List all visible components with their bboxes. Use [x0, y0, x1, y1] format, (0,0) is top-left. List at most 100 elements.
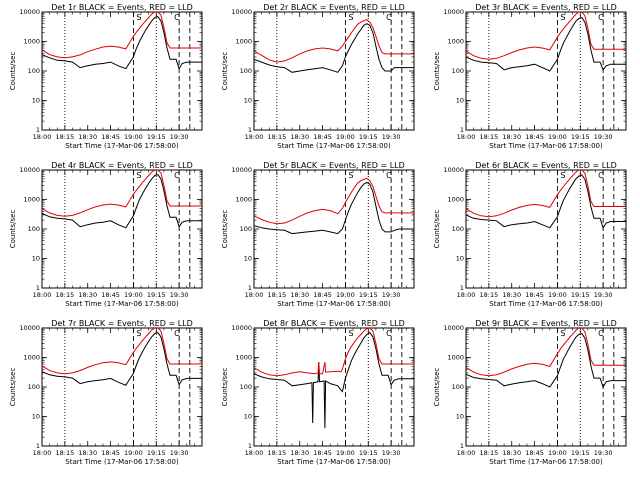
plot-frame	[253, 327, 415, 447]
marker-s: S	[560, 13, 565, 22]
x-axis-label: Start Time (17-Mar-06 17:58:00)	[277, 142, 391, 150]
x-axis-label: Start Time (17-Mar-06 17:58:00)	[65, 300, 179, 308]
panel-title: Det 3r BLACK = Events, RED = LLD	[475, 3, 617, 12]
panel-title: Det 4r BLACK = Events, RED = LLD	[51, 161, 193, 170]
x-tick-label: 19:00	[336, 449, 355, 457]
x-tick-label: 18:30	[502, 449, 521, 457]
x-tick-label: 18:45	[101, 133, 120, 141]
x-tick-label: 18:00	[457, 449, 476, 457]
series-group	[254, 328, 414, 429]
x-tick-label: 18:30	[78, 449, 97, 457]
panel-title: Det 9r BLACK = Events, RED = LLD	[475, 319, 617, 328]
marker-c: C	[598, 171, 604, 180]
events-series-line	[42, 174, 202, 229]
x-tick-label: 19:15	[359, 449, 378, 457]
panel-8: Det 8r BLACK = Events, RED = LLD 1 10 100 10…	[221, 319, 415, 466]
y-axis-label: Counts/sec	[9, 52, 17, 91]
y-tick-label: 10000	[231, 166, 252, 174]
x-tick-label: 18:45	[525, 449, 544, 457]
plot-frame	[41, 169, 203, 289]
y-tick-label: 1	[36, 126, 40, 134]
series-group	[466, 170, 626, 229]
lld-series-line	[42, 12, 202, 59]
y-tick-label: 10000	[443, 324, 464, 332]
y-axis-label: Counts/sec	[9, 368, 17, 407]
plot-frame	[465, 169, 627, 289]
y-tick-label: 1	[248, 126, 252, 134]
y-tick-label: 10000	[19, 324, 40, 332]
panel-3: Det 3r BLACK = Events, RED = LLD 1 10 100 10…	[433, 3, 627, 150]
y-tick-label: 10	[244, 255, 252, 263]
marker-s: S	[136, 171, 141, 180]
y-tick-label: 100	[28, 225, 40, 233]
x-tick-label: 19:15	[359, 291, 378, 299]
y-tick-label: 1	[460, 442, 464, 450]
x-tick-label: 18:00	[457, 133, 476, 141]
events-series-line	[466, 174, 626, 229]
y-tick-label: 1000	[23, 354, 40, 362]
x-tick-label: 19:30	[594, 449, 613, 457]
x-tick-label: 19:00	[336, 291, 355, 299]
y-tick-label: 1000	[235, 354, 252, 362]
x-tick-label: 18:45	[313, 449, 332, 457]
plot-frame	[41, 327, 203, 447]
x-tick-label: 18:15	[479, 449, 498, 457]
x-tick-label: 19:30	[382, 449, 401, 457]
lld-series-line	[466, 328, 626, 377]
events-series-line	[466, 16, 626, 72]
x-tick-label: 18:15	[267, 291, 286, 299]
panel-title: Det 8r BLACK = Events, RED = LLD	[263, 319, 405, 328]
x-tick-label: 18:30	[78, 133, 97, 141]
y-tick-label: 1000	[23, 38, 40, 46]
y-tick-label: 100	[452, 67, 464, 75]
x-axis-label: Start Time (17-Mar-06 17:58:00)	[489, 458, 603, 466]
panel-2: Det 2r BLACK = Events, RED = LLD 1 10 100 10…	[221, 3, 415, 150]
marker-s: S	[348, 13, 353, 22]
x-tick-label: 18:00	[457, 291, 476, 299]
series-group	[42, 12, 202, 70]
x-tick-label: 19:00	[548, 291, 567, 299]
y-tick-label: 1	[460, 284, 464, 292]
plot-frame	[465, 11, 627, 131]
lld-series-line	[466, 170, 626, 218]
x-tick-label: 19:00	[124, 291, 143, 299]
y-tick-label: 1	[36, 284, 40, 292]
y-tick-label: 10	[456, 255, 464, 263]
y-axis-label: Counts/sec	[433, 368, 441, 407]
x-tick-label: 18:30	[290, 291, 309, 299]
x-axis-label: Start Time (17-Mar-06 17:58:00)	[489, 300, 603, 308]
plot-frame	[465, 327, 627, 447]
marker-c: C	[386, 171, 392, 180]
y-axis-label: Counts/sec	[9, 210, 17, 249]
y-tick-label: 10000	[19, 166, 40, 174]
events-series-line	[42, 332, 202, 386]
y-axis-label: Counts/sec	[433, 52, 441, 91]
panel-9: Det 9r BLACK = Events, RED = LLD 1 10 100 10…	[433, 319, 627, 466]
x-tick-label: 19:00	[336, 133, 355, 141]
y-tick-label: 100	[452, 383, 464, 391]
panel-7: Det 7r BLACK = Events, RED = LLD 1 10 100 10…	[9, 319, 203, 466]
x-tick-label: 19:15	[147, 449, 166, 457]
x-axis-label: Start Time (17-Mar-06 17:58:00)	[277, 458, 391, 466]
x-axis-label: Start Time (17-Mar-06 17:58:00)	[489, 142, 603, 150]
y-tick-label: 10	[456, 97, 464, 105]
x-tick-label: 18:30	[290, 133, 309, 141]
y-axis-label: Counts/sec	[433, 210, 441, 249]
x-tick-label: 19:15	[147, 291, 166, 299]
lld-series-line	[42, 170, 202, 217]
y-tick-label: 100	[240, 225, 252, 233]
panel-1: Det 1r BLACK = Events, RED = LLD 1 10 100 10…	[9, 3, 203, 150]
y-tick-label: 100	[240, 67, 252, 75]
y-tick-label: 10	[244, 413, 252, 421]
y-tick-label: 10	[32, 97, 40, 105]
x-tick-label: 18:15	[55, 133, 74, 141]
y-axis-label: Counts/sec	[221, 52, 229, 91]
y-tick-label: 10	[32, 413, 40, 421]
x-tick-label: 19:30	[594, 133, 613, 141]
y-tick-label: 1000	[23, 196, 40, 204]
y-axis-label: Counts/sec	[221, 368, 229, 407]
x-tick-label: 18:15	[267, 449, 286, 457]
y-tick-label: 10000	[443, 8, 464, 16]
x-tick-label: 18:15	[479, 291, 498, 299]
